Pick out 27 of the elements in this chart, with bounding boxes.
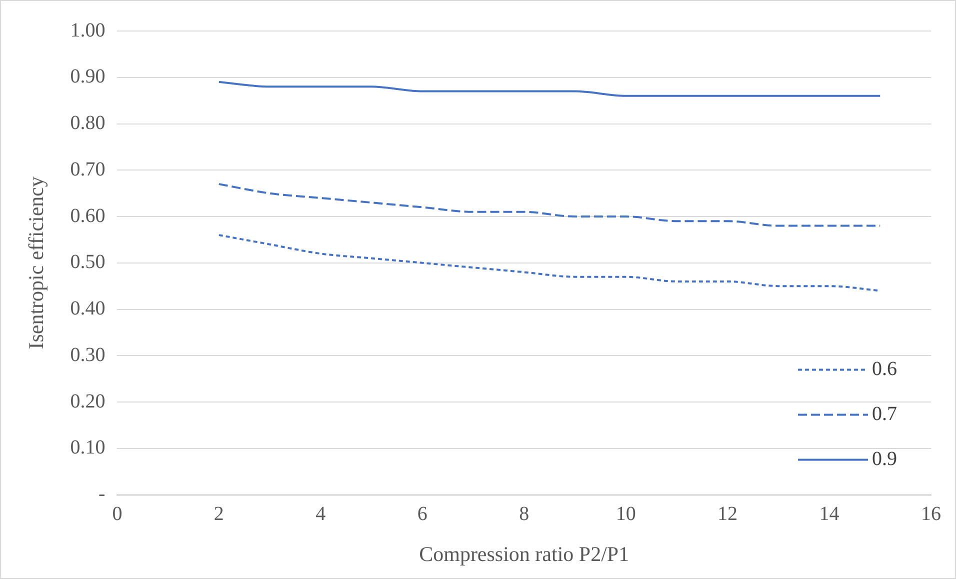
- x-tick-label: 14: [819, 503, 840, 526]
- y-tick-label: -: [98, 483, 106, 506]
- x-tick-label: 6: [417, 503, 428, 526]
- y-tick-label: 0.30: [70, 344, 106, 366]
- y-tick-label: 0.10: [70, 436, 106, 459]
- x-tick-label: 0: [112, 503, 122, 526]
- y-tick-label: 0.70: [70, 158, 106, 180]
- line-series: [218, 183, 882, 227]
- legend-label: 0.6: [872, 358, 897, 380]
- y-tick-label: 0.90: [70, 66, 106, 88]
- line-series: [218, 81, 882, 97]
- y-tick-label: 0.60: [70, 204, 106, 227]
- y-tick-label: 0.20: [70, 390, 106, 412]
- y-tick-label: 0.50: [70, 251, 106, 274]
- y-axis-title: Isentropic efficiency: [24, 176, 48, 350]
- x-tick-label: 4: [316, 503, 326, 526]
- y-tick-label: 0.80: [70, 112, 106, 134]
- x-tick-label: 2: [214, 503, 224, 526]
- x-tick-label: 12: [718, 503, 738, 526]
- legend-label: 0.7: [872, 403, 897, 426]
- x-axis-title: Compression ratio P2/P1: [419, 542, 630, 566]
- x-tick-label: 8: [519, 503, 530, 526]
- x-tick-label: 10: [616, 503, 636, 526]
- x-tick-label: 16: [921, 503, 941, 526]
- legend-label: 0.9: [872, 448, 897, 470]
- y-tick-label: 1.00: [70, 19, 106, 42]
- y-tick-label: 0.40: [70, 298, 106, 320]
